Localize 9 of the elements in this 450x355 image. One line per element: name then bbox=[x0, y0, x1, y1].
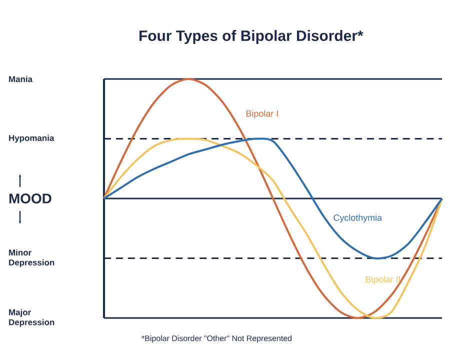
series-label: Bipolar II bbox=[366, 276, 400, 284]
series-label: Cyclothymia bbox=[334, 214, 382, 223]
chart-title: Four Types of Bipolar Disorder* bbox=[140, 30, 364, 44]
ref-line-label: Major Depression bbox=[9, 309, 54, 327]
ref-line-label: Minor Depression bbox=[9, 249, 54, 268]
series-label: Bipolar I bbox=[246, 110, 278, 118]
ref-line-label: Hypomania bbox=[9, 134, 54, 143]
ref-line-label: Mania bbox=[9, 76, 33, 82]
ref-line-label: MOOD bbox=[9, 194, 52, 204]
